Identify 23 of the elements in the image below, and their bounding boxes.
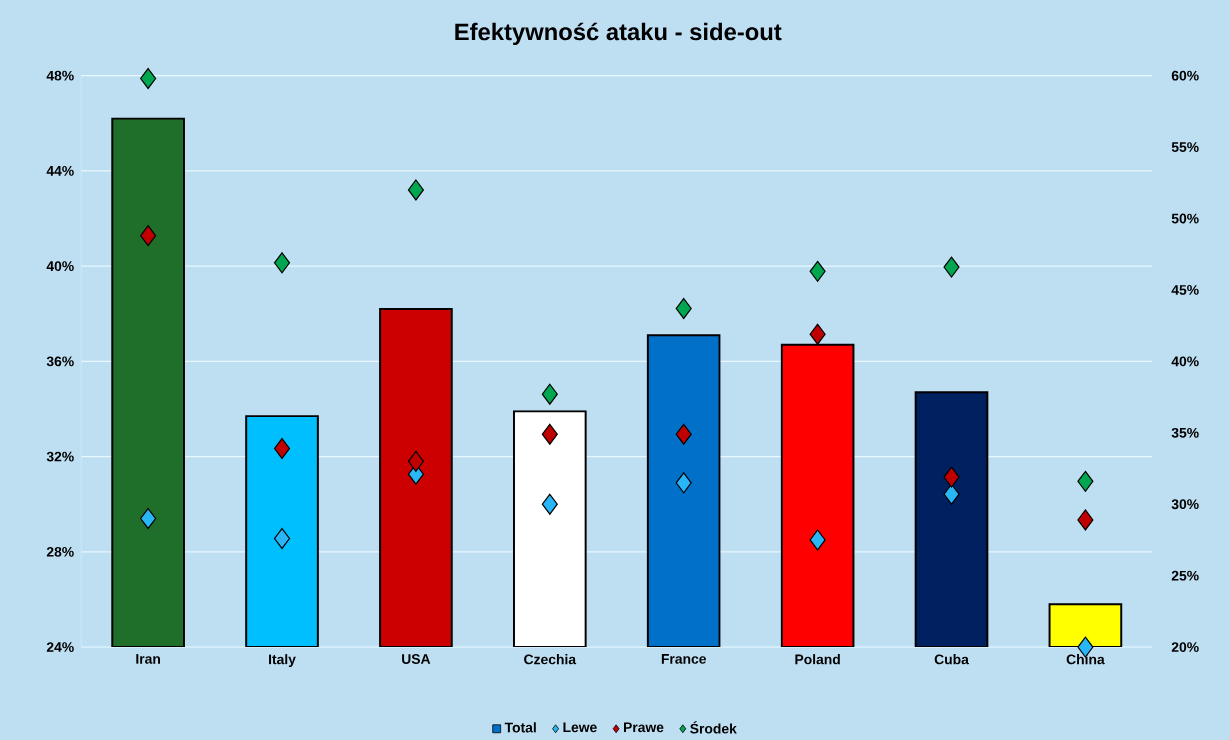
point: [943, 466, 960, 488]
point: [675, 471, 692, 494]
point: [809, 323, 826, 345]
point: [407, 450, 424, 472]
chart-title: Efektywność ataku - side-out: [455, 22, 782, 45]
point: [140, 507, 157, 529]
point: [273, 251, 291, 274]
point: [1077, 509, 1094, 531]
point: [140, 67, 157, 89]
point: [943, 256, 960, 278]
point: [541, 423, 558, 445]
point: [541, 493, 558, 515]
point: [140, 224, 157, 246]
point: [1077, 470, 1094, 492]
point: [943, 483, 960, 505]
point: [809, 529, 826, 551]
point: [675, 423, 692, 445]
point: [407, 179, 424, 201]
point: [541, 383, 558, 405]
point: [273, 437, 291, 459]
point: [675, 297, 692, 319]
point: [273, 527, 291, 549]
point: [809, 260, 826, 282]
